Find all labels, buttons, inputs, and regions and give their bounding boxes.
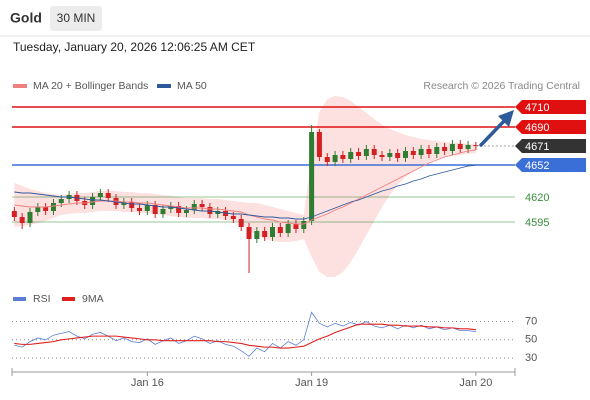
- candle-body: [269, 227, 275, 237]
- candle-body: [426, 149, 432, 154]
- candle-body: [19, 217, 25, 223]
- candle-body: [309, 132, 315, 221]
- datetime: Tuesday, January 20, 2026 12:06:25 AM CE…: [13, 40, 256, 54]
- candle-body: [223, 211, 229, 216]
- candle-body: [395, 153, 401, 158]
- candle-body: [215, 211, 221, 214]
- candle-body: [324, 157, 330, 162]
- level-label: 4595: [525, 217, 549, 229]
- level-label-box: [515, 100, 586, 114]
- candle-body: [371, 149, 377, 155]
- legend-label: 9MA: [82, 293, 104, 305]
- candle-body: [332, 155, 338, 162]
- level-label: 4710: [525, 102, 549, 114]
- candle-body: [168, 206, 174, 209]
- candle-body: [262, 231, 268, 237]
- legend-swatch: [13, 84, 27, 88]
- candle-body: [316, 132, 322, 157]
- candle-body: [97, 193, 103, 197]
- candle-body: [50, 203, 56, 211]
- indicator-line: [14, 323, 476, 349]
- moving-average: [14, 164, 476, 220]
- candle-body: [144, 205, 150, 211]
- candle-body: [410, 151, 416, 155]
- legend-label: MA 20 + Bollinger Bands: [33, 80, 148, 92]
- last-price-box: [515, 139, 586, 153]
- level-label-box: [515, 120, 586, 134]
- timeframe-button[interactable]: [50, 6, 102, 31]
- candle-body: [457, 144, 463, 149]
- candle-body: [121, 202, 127, 205]
- timeframe-label[interactable]: 30 MIN: [57, 11, 96, 25]
- candle-body: [35, 207, 41, 212]
- candle-body: [207, 207, 213, 214]
- candle-body: [137, 208, 143, 211]
- candle-body: [152, 205, 158, 214]
- candle-body: [176, 206, 182, 213]
- bollinger-band: [14, 96, 476, 277]
- candle-body: [230, 216, 236, 219]
- indicator-line: [14, 311, 476, 357]
- candle-body: [191, 204, 197, 210]
- candle-body: [348, 152, 354, 159]
- forecast-arrow: [479, 110, 514, 147]
- candle-body: [105, 193, 111, 198]
- candle-body: [465, 145, 471, 149]
- x-tick-label: Jan 19: [295, 377, 328, 389]
- candle-body: [90, 197, 96, 205]
- moving-average: [14, 149, 476, 225]
- candle-body: [129, 202, 135, 208]
- candle-body: [301, 221, 307, 229]
- level-label: 4652: [525, 160, 549, 172]
- candle-body: [246, 227, 252, 239]
- candle-body: [277, 227, 283, 233]
- candle-body: [58, 199, 64, 203]
- candle-body: [238, 219, 244, 227]
- candle-body: [43, 207, 49, 211]
- candle-body: [379, 155, 385, 157]
- candle-body: [387, 153, 393, 157]
- candle-body: [418, 149, 424, 155]
- candle-body: [183, 210, 189, 213]
- y-tick-label: 30: [525, 352, 537, 364]
- candle-body: [402, 151, 408, 158]
- x-tick-label: Jan 16: [131, 377, 164, 389]
- last-price-label: 4671: [525, 141, 549, 153]
- legend-swatch: [62, 297, 75, 301]
- legend-label: MA 50: [177, 80, 207, 92]
- candle-body: [442, 147, 448, 151]
- candle-body: [254, 231, 260, 239]
- price-panel: MA 20 + Bollinger Bands MA 50 4710 4690 4652…: [11, 80, 586, 277]
- legend-label: RSI: [33, 293, 51, 305]
- candle-body: [293, 224, 299, 229]
- candle-body: [113, 198, 119, 205]
- level-label: 4690: [525, 122, 549, 134]
- y-tick-label: 70: [525, 315, 537, 327]
- candle-body: [363, 149, 369, 156]
- candle-body: [160, 209, 166, 214]
- x-tick-label: Jan 20: [459, 377, 492, 389]
- candle-body: [356, 152, 362, 156]
- legend-swatch: [13, 297, 26, 301]
- level-label-box: [515, 158, 586, 172]
- rsi-panel: RSI 9MA 30 50 70 Jan 16 Jan 19 Jan 20: [12, 293, 537, 389]
- candle-body: [285, 224, 291, 233]
- level-label: 4620: [525, 192, 549, 204]
- candle-body: [199, 204, 205, 207]
- legend-swatch: [157, 84, 171, 88]
- candle-body: [340, 155, 346, 159]
- y-tick-label: 50: [525, 334, 537, 346]
- candle-body: [11, 211, 17, 217]
- source: Research © 2026 Trading Central: [423, 80, 580, 92]
- candle-body: [434, 147, 440, 154]
- candle-body: [449, 144, 455, 151]
- candle-body: [27, 212, 33, 223]
- symbol: Gold: [10, 10, 42, 26]
